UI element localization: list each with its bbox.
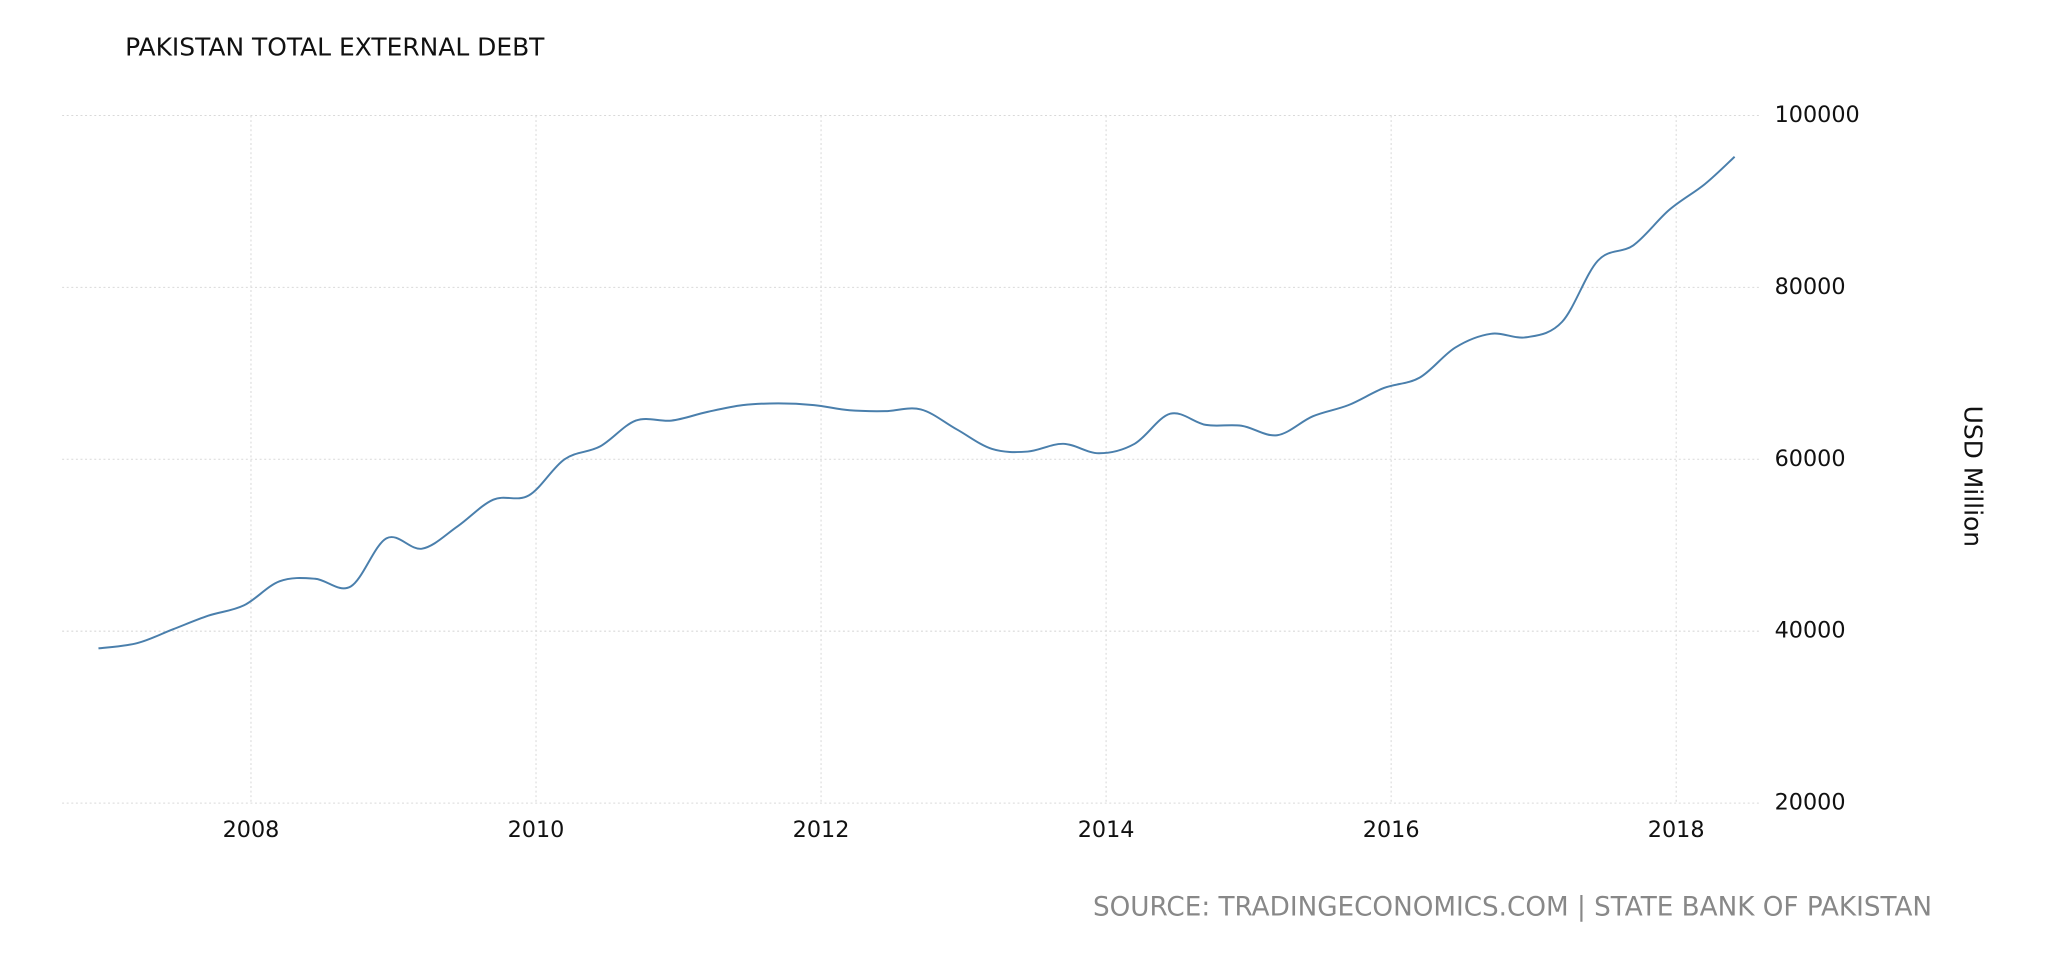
y-tick-label: 80000	[1775, 274, 1846, 300]
data-line	[98, 156, 1736, 650]
x-tick-label: 2014	[1078, 817, 1135, 843]
y-tick-label: 40000	[1775, 618, 1846, 644]
x-tick-label: 2016	[1363, 817, 1420, 843]
x-tick-label: 2012	[793, 817, 850, 843]
y-axis-label: USD Million	[1958, 406, 1987, 547]
x-tick-label: 2018	[1648, 817, 1705, 843]
x-tick-label: 2010	[508, 817, 565, 843]
y-tick-label: 60000	[1775, 446, 1846, 472]
y-tick-label: 20000	[1775, 790, 1846, 816]
y-tick-label: 100000	[1775, 102, 1860, 128]
chart-title: PAKISTAN TOTAL EXTERNAL DEBT	[125, 33, 545, 62]
source: SOURCE: TRADINGECONOMICS.COM | STATE BAN…	[1093, 893, 1932, 923]
x-tick-label: 2008	[223, 817, 280, 843]
